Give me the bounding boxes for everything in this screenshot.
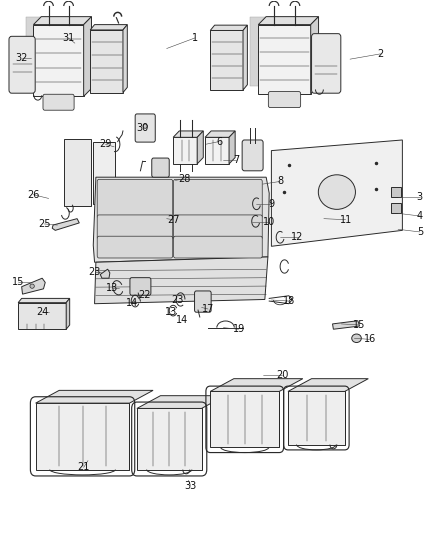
Text: 14: 14	[126, 297, 138, 308]
FancyBboxPatch shape	[130, 278, 151, 295]
Text: 30: 30	[137, 123, 149, 133]
Text: 24: 24	[36, 306, 48, 317]
Polygon shape	[100, 269, 110, 278]
Text: 13: 13	[106, 283, 118, 293]
FancyBboxPatch shape	[9, 36, 35, 93]
Text: 20: 20	[276, 370, 289, 381]
Text: 29: 29	[99, 139, 112, 149]
Polygon shape	[84, 17, 92, 96]
Text: 13: 13	[165, 306, 177, 317]
FancyBboxPatch shape	[64, 139, 91, 206]
Text: 25: 25	[38, 219, 51, 229]
Text: 9: 9	[268, 199, 275, 209]
FancyBboxPatch shape	[173, 215, 262, 239]
Text: 5: 5	[417, 227, 423, 237]
Text: 16: 16	[364, 334, 376, 344]
FancyBboxPatch shape	[135, 114, 155, 142]
FancyBboxPatch shape	[93, 142, 115, 204]
FancyBboxPatch shape	[97, 236, 173, 258]
FancyBboxPatch shape	[194, 291, 211, 312]
FancyBboxPatch shape	[258, 25, 311, 94]
Polygon shape	[95, 257, 268, 304]
Text: 10: 10	[263, 217, 276, 228]
Text: 21: 21	[78, 463, 90, 472]
FancyBboxPatch shape	[137, 408, 201, 470]
FancyBboxPatch shape	[173, 179, 262, 218]
Polygon shape	[251, 17, 303, 86]
Text: 33: 33	[184, 481, 197, 490]
Polygon shape	[35, 390, 153, 403]
Text: 14: 14	[176, 314, 188, 325]
Text: 32: 32	[15, 53, 28, 62]
Text: 15: 15	[353, 320, 365, 330]
Text: 27: 27	[167, 215, 180, 225]
Text: 6: 6	[216, 136, 222, 147]
Text: 11: 11	[339, 215, 352, 225]
FancyBboxPatch shape	[210, 391, 279, 447]
Text: 2: 2	[378, 49, 384, 59]
FancyBboxPatch shape	[173, 138, 197, 164]
FancyBboxPatch shape	[97, 179, 173, 218]
Text: 17: 17	[202, 304, 214, 314]
FancyBboxPatch shape	[392, 187, 401, 197]
Polygon shape	[90, 25, 127, 30]
Polygon shape	[311, 17, 318, 94]
Polygon shape	[25, 17, 76, 88]
Ellipse shape	[30, 284, 34, 288]
Text: 7: 7	[233, 155, 240, 165]
Polygon shape	[332, 321, 360, 329]
Polygon shape	[93, 177, 269, 262]
Text: 28: 28	[178, 174, 190, 184]
FancyBboxPatch shape	[173, 236, 262, 258]
Polygon shape	[173, 131, 203, 138]
Text: 8: 8	[277, 176, 283, 187]
Polygon shape	[210, 378, 303, 391]
Polygon shape	[21, 278, 45, 294]
FancyBboxPatch shape	[210, 30, 243, 90]
Polygon shape	[205, 131, 235, 138]
Text: 1: 1	[192, 33, 198, 43]
Polygon shape	[197, 131, 203, 164]
FancyBboxPatch shape	[268, 92, 300, 108]
FancyBboxPatch shape	[97, 215, 173, 239]
Polygon shape	[210, 25, 247, 30]
Ellipse shape	[143, 124, 148, 128]
FancyBboxPatch shape	[43, 94, 74, 110]
FancyBboxPatch shape	[18, 303, 66, 329]
Polygon shape	[66, 298, 70, 329]
Text: 31: 31	[62, 33, 74, 43]
FancyBboxPatch shape	[152, 158, 169, 177]
Text: 23: 23	[171, 295, 184, 305]
Polygon shape	[272, 140, 403, 246]
Polygon shape	[123, 25, 127, 93]
FancyBboxPatch shape	[288, 391, 345, 445]
Text: 15: 15	[12, 278, 25, 287]
FancyBboxPatch shape	[205, 138, 229, 164]
FancyBboxPatch shape	[90, 30, 123, 93]
Text: 18: 18	[283, 296, 295, 306]
Text: 23: 23	[88, 267, 101, 277]
FancyBboxPatch shape	[33, 25, 84, 96]
Text: 12: 12	[291, 232, 304, 242]
FancyBboxPatch shape	[392, 203, 401, 213]
Text: 26: 26	[27, 190, 39, 200]
Polygon shape	[52, 219, 79, 230]
Polygon shape	[229, 131, 235, 164]
Polygon shape	[33, 17, 92, 25]
Text: 3: 3	[417, 192, 423, 203]
Ellipse shape	[352, 334, 361, 343]
Text: 22: 22	[138, 289, 151, 300]
Text: 19: 19	[233, 324, 245, 334]
Polygon shape	[288, 378, 368, 391]
FancyBboxPatch shape	[242, 140, 263, 171]
Text: 4: 4	[417, 211, 423, 221]
FancyBboxPatch shape	[35, 403, 130, 470]
Ellipse shape	[318, 175, 356, 209]
Polygon shape	[18, 298, 70, 303]
FancyBboxPatch shape	[311, 34, 341, 93]
Polygon shape	[137, 395, 225, 408]
Polygon shape	[258, 17, 318, 25]
Polygon shape	[243, 25, 247, 90]
